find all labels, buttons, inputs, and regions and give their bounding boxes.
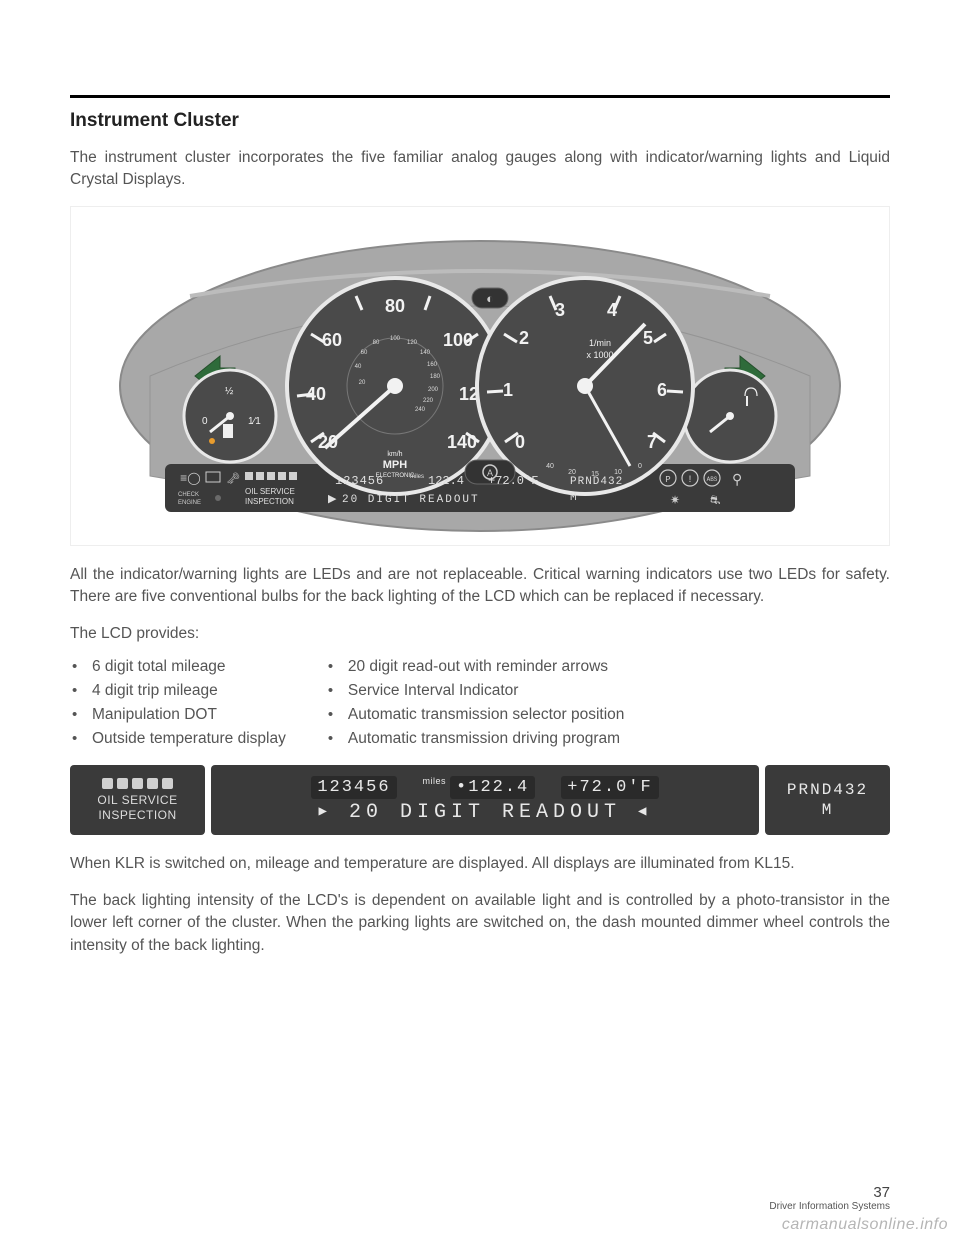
page-footer: 37 Driver Information Systems bbox=[769, 1184, 890, 1212]
lcd-temp: +72.0'F bbox=[561, 776, 658, 799]
list-item: Outside temperature display bbox=[70, 727, 286, 751]
svg-text:80: 80 bbox=[373, 340, 380, 346]
svg-text:✷: ✷ bbox=[670, 494, 680, 508]
svg-text:2: 2 bbox=[519, 328, 529, 348]
svg-text:MPH: MPH bbox=[383, 459, 408, 471]
svg-text:1/min: 1/min bbox=[589, 338, 611, 348]
svg-text:20: 20 bbox=[318, 432, 338, 452]
svg-text:ENGINE: ENGINE bbox=[178, 500, 201, 506]
svg-text:≡◯: ≡◯ bbox=[180, 472, 201, 486]
lcd-gear-panel: PRND432 M bbox=[765, 765, 890, 835]
svg-text:123456: 123456 bbox=[335, 474, 384, 488]
svg-text:40: 40 bbox=[306, 384, 326, 404]
list-item: 4 digit trip mileage bbox=[70, 679, 286, 703]
svg-text:60: 60 bbox=[361, 350, 368, 356]
svg-text:40: 40 bbox=[546, 463, 554, 470]
svg-text:220: 220 bbox=[423, 398, 434, 404]
svg-text:7: 7 bbox=[647, 432, 657, 452]
svg-text:INSPECTION: INSPECTION bbox=[245, 497, 294, 506]
svg-text:🗝: 🗝 bbox=[226, 472, 240, 486]
cluster-illustration: 0 ½ 1⁄1 bbox=[70, 206, 890, 546]
svg-text:200: 200 bbox=[428, 387, 439, 393]
svg-text:3: 3 bbox=[555, 300, 565, 320]
list-item: Manipulation DOT bbox=[70, 703, 286, 727]
lcd-odo: 123456 bbox=[311, 776, 396, 799]
lcd-closeup: OIL SERVICE INSPECTION 123456 miles •122… bbox=[70, 765, 890, 835]
svg-text:100: 100 bbox=[390, 336, 401, 342]
section-name: Driver Information Systems bbox=[769, 1201, 890, 1212]
paragraph-klr: When KLR is switched on, mileage and tem… bbox=[70, 853, 890, 875]
svg-text:0: 0 bbox=[638, 463, 642, 470]
svg-text:40: 40 bbox=[355, 364, 362, 370]
sii-line2: INSPECTION bbox=[98, 808, 176, 823]
sii-line1: OIL SERVICE bbox=[97, 793, 177, 808]
svg-text:6: 6 bbox=[657, 380, 667, 400]
page-number: 37 bbox=[769, 1184, 890, 1201]
lcd-gear: PRND432 bbox=[787, 781, 868, 799]
intro-paragraph: The instrument cluster incorporates the … bbox=[70, 147, 890, 192]
svg-text:100: 100 bbox=[443, 330, 473, 350]
svg-text:10: 10 bbox=[614, 469, 622, 476]
list-item: 20 digit read-out with reminder arrows bbox=[326, 655, 625, 679]
svg-text:80: 80 bbox=[385, 296, 405, 316]
lcd-miles-label: miles bbox=[423, 776, 447, 786]
svg-text:CHECK: CHECK bbox=[178, 492, 199, 498]
svg-text:0: 0 bbox=[202, 416, 208, 427]
svg-text:20: 20 bbox=[568, 469, 576, 476]
lcd-readout: 20 DIGIT READOUT bbox=[349, 801, 621, 824]
temp-gauge bbox=[684, 370, 776, 462]
lcd-main-panel: 123456 miles •122.4 +72.0'F ▶ 20 DIGIT R… bbox=[211, 765, 759, 835]
svg-text:240: 240 bbox=[415, 407, 426, 413]
svg-text:P: P bbox=[665, 475, 670, 485]
svg-text:20: 20 bbox=[359, 380, 366, 386]
svg-text:!: ! bbox=[687, 475, 693, 486]
lcd-intro: The LCD provides: bbox=[70, 623, 890, 645]
list-item: 6 digit total mileage bbox=[70, 655, 286, 679]
lcd-feature-lists: 6 digit total mileage 4 digit trip milea… bbox=[70, 655, 890, 751]
svg-text:miles: miles bbox=[410, 474, 424, 480]
svg-text:+72.0'F: +72.0'F bbox=[488, 474, 538, 488]
svg-text:140: 140 bbox=[420, 350, 431, 356]
svg-text:4: 4 bbox=[607, 300, 617, 320]
svg-text:5: 5 bbox=[643, 328, 653, 348]
svg-text:⚲: ⚲ bbox=[732, 473, 742, 489]
feature-list-left: 6 digit total mileage 4 digit trip milea… bbox=[70, 655, 286, 751]
svg-text:M: M bbox=[570, 492, 577, 504]
svg-text:0: 0 bbox=[515, 432, 525, 452]
svg-text:1⁄1: 1⁄1 bbox=[248, 416, 261, 427]
cluster-svg: 0 ½ 1⁄1 bbox=[110, 216, 850, 536]
feature-list-right: 20 digit read-out with reminder arrows S… bbox=[326, 655, 625, 751]
svg-text:km/h: km/h bbox=[387, 451, 402, 458]
svg-text:½: ½ bbox=[225, 386, 234, 397]
left-arrow-icon: ▶ bbox=[319, 805, 332, 821]
watermark: carmanualsonline.info bbox=[782, 1216, 948, 1234]
list-item: Automatic transmission selector position bbox=[326, 703, 625, 727]
top-rule bbox=[70, 95, 890, 98]
svg-text:OIL SERVICE: OIL SERVICE bbox=[245, 487, 295, 496]
svg-text:ABS: ABS bbox=[707, 476, 718, 483]
svg-text:140: 140 bbox=[447, 432, 477, 452]
svg-text:60: 60 bbox=[322, 330, 342, 350]
lcd-gear-sub: M bbox=[822, 801, 834, 819]
paragraph-backlight: The back lighting intensity of the LCD's… bbox=[70, 890, 890, 957]
lcd-trip: •122.4 bbox=[450, 776, 535, 799]
svg-text:⛐: ⛐ bbox=[710, 494, 720, 508]
sii-panel: OIL SERVICE INSPECTION bbox=[70, 765, 205, 835]
svg-text:1: 1 bbox=[503, 380, 513, 400]
list-item: Automatic transmission driving program bbox=[326, 727, 625, 751]
svg-text:◐: ◐ bbox=[486, 291, 494, 306]
paragraph-leds: All the indicator/warning lights are LED… bbox=[70, 564, 890, 609]
svg-text:20 DIGIT READOUT: 20 DIGIT READOUT bbox=[342, 494, 480, 506]
svg-text:180: 180 bbox=[430, 374, 441, 380]
svg-text:160: 160 bbox=[427, 362, 438, 368]
svg-text:120: 120 bbox=[407, 340, 418, 346]
right-arrow-icon: ◀ bbox=[638, 805, 651, 821]
svg-text:▶: ▶ bbox=[328, 494, 337, 506]
svg-text:122.4: 122.4 bbox=[428, 474, 464, 488]
svg-text:PRND432: PRND432 bbox=[570, 476, 623, 488]
page-title: Instrument Cluster bbox=[70, 110, 890, 132]
fuel-gauge: 0 ½ 1⁄1 bbox=[184, 370, 276, 462]
list-item: Service Interval Indicator bbox=[326, 679, 625, 703]
